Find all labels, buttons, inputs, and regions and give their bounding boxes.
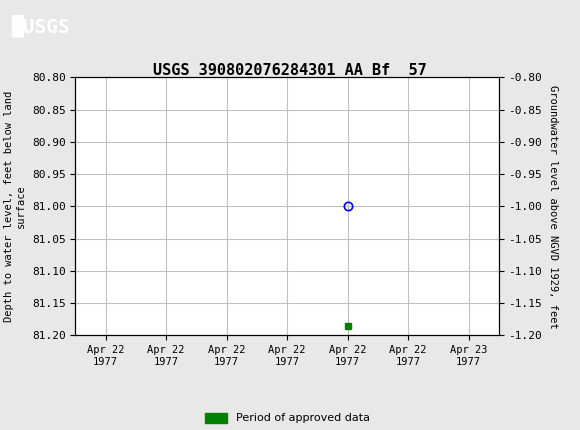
Y-axis label: Groundwater level above NGVD 1929, feet: Groundwater level above NGVD 1929, feet — [548, 85, 558, 328]
Y-axis label: Depth to water level, feet below land
surface: Depth to water level, feet below land su… — [4, 91, 26, 322]
Legend: Period of approved data: Period of approved data — [200, 408, 374, 428]
Text: USGS 390802076284301 AA Bf  57: USGS 390802076284301 AA Bf 57 — [153, 64, 427, 78]
Text: █USGS: █USGS — [12, 15, 70, 37]
